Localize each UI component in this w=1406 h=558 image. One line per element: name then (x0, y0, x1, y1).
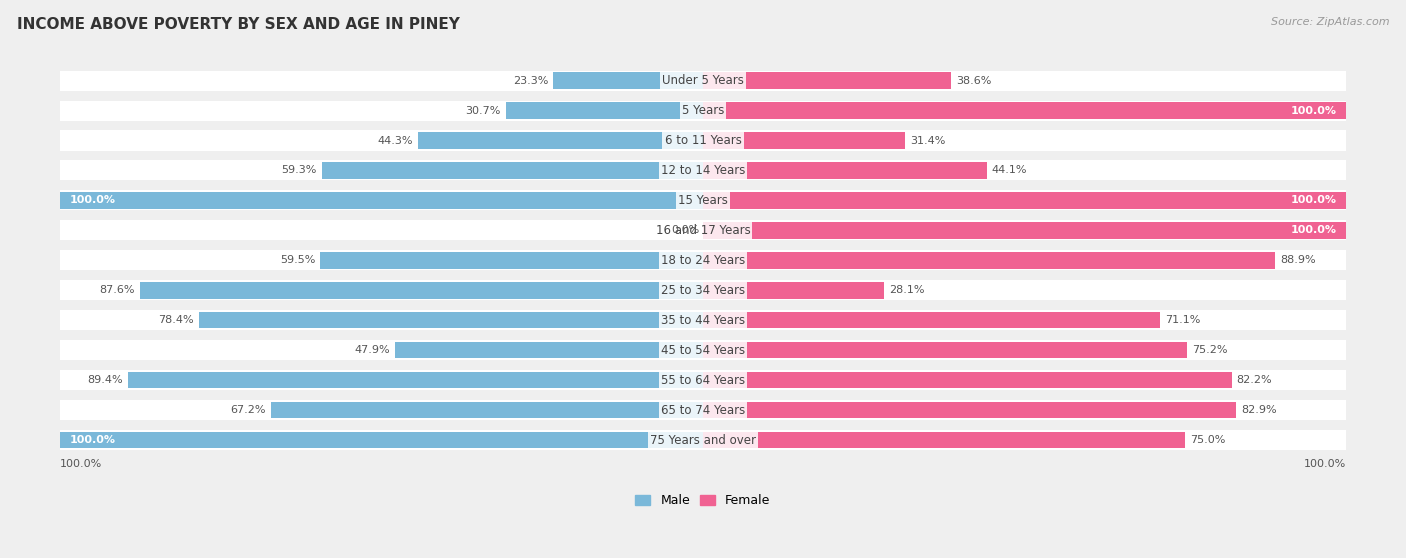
Text: 82.9%: 82.9% (1241, 405, 1277, 415)
Text: 12 to 14 Years: 12 to 14 Years (661, 164, 745, 177)
Bar (703, 222, 1346, 239)
Text: 5 Years: 5 Years (682, 104, 724, 117)
Text: 23.3%: 23.3% (513, 75, 548, 85)
Text: 44.1%: 44.1% (991, 166, 1028, 175)
Text: 82.2%: 82.2% (1237, 375, 1272, 385)
Bar (60, 192, 703, 209)
Bar (60, 100, 1346, 121)
Bar (553, 73, 703, 89)
Bar (271, 402, 703, 418)
Text: 65 to 74 Years: 65 to 74 Years (661, 403, 745, 417)
Bar (60, 70, 1346, 90)
Text: 89.4%: 89.4% (87, 375, 122, 385)
Bar (60, 430, 1346, 450)
Bar (60, 340, 1346, 360)
Bar (321, 252, 703, 268)
Bar (139, 282, 703, 299)
Text: 100.0%: 100.0% (1291, 105, 1336, 116)
Text: 88.9%: 88.9% (1279, 256, 1316, 265)
Bar (60, 400, 1346, 420)
Text: 28.1%: 28.1% (889, 285, 924, 295)
Bar (60, 310, 1346, 330)
Bar (703, 372, 1232, 388)
Text: 100.0%: 100.0% (1291, 225, 1336, 235)
Bar (128, 372, 703, 388)
Text: 78.4%: 78.4% (157, 315, 194, 325)
Bar (703, 282, 884, 299)
Bar (198, 312, 703, 329)
Text: 67.2%: 67.2% (231, 405, 266, 415)
Bar (418, 132, 703, 149)
Text: 59.3%: 59.3% (281, 166, 316, 175)
Text: Source: ZipAtlas.com: Source: ZipAtlas.com (1271, 17, 1389, 27)
Bar (60, 432, 703, 448)
Text: 31.4%: 31.4% (910, 136, 945, 146)
Text: 35 to 44 Years: 35 to 44 Years (661, 314, 745, 327)
Text: 0.0%: 0.0% (672, 225, 700, 235)
Text: 55 to 64 Years: 55 to 64 Years (661, 374, 745, 387)
Bar (703, 132, 905, 149)
Text: 25 to 34 Years: 25 to 34 Years (661, 284, 745, 297)
Bar (703, 162, 987, 179)
Text: 15 Years: 15 Years (678, 194, 728, 207)
Bar (60, 370, 1346, 390)
Text: 45 to 54 Years: 45 to 54 Years (661, 344, 745, 357)
Bar (60, 161, 1346, 180)
Bar (703, 312, 1160, 329)
Text: 16 and 17 Years: 16 and 17 Years (655, 224, 751, 237)
Text: 47.9%: 47.9% (354, 345, 389, 355)
Text: 38.6%: 38.6% (956, 75, 991, 85)
Text: INCOME ABOVE POVERTY BY SEX AND AGE IN PINEY: INCOME ABOVE POVERTY BY SEX AND AGE IN P… (17, 17, 460, 32)
Bar (703, 432, 1185, 448)
Text: Under 5 Years: Under 5 Years (662, 74, 744, 87)
Bar (703, 402, 1236, 418)
Bar (60, 280, 1346, 300)
Bar (703, 102, 1346, 119)
Text: 100.0%: 100.0% (70, 195, 115, 205)
Bar (60, 131, 1346, 151)
Bar (395, 342, 703, 358)
Bar (60, 220, 1346, 240)
Bar (322, 162, 703, 179)
Bar (506, 102, 703, 119)
Text: 100.0%: 100.0% (1303, 459, 1346, 469)
Text: 100.0%: 100.0% (1291, 195, 1336, 205)
Text: 100.0%: 100.0% (60, 459, 103, 469)
Bar (703, 73, 952, 89)
Text: 100.0%: 100.0% (70, 435, 115, 445)
Text: 6 to 11 Years: 6 to 11 Years (665, 134, 741, 147)
Text: 75.0%: 75.0% (1191, 435, 1226, 445)
Bar (703, 252, 1275, 268)
Text: 71.1%: 71.1% (1166, 315, 1201, 325)
Bar (703, 342, 1187, 358)
Text: 75.2%: 75.2% (1192, 345, 1227, 355)
Text: 59.5%: 59.5% (280, 256, 315, 265)
Bar (60, 251, 1346, 271)
Text: 44.3%: 44.3% (378, 136, 413, 146)
Text: 30.7%: 30.7% (465, 105, 501, 116)
Bar (60, 190, 1346, 210)
Legend: Male, Female: Male, Female (630, 489, 776, 512)
Bar (703, 192, 1346, 209)
Text: 75 Years and over: 75 Years and over (650, 434, 756, 446)
Text: 87.6%: 87.6% (98, 285, 135, 295)
Text: 18 to 24 Years: 18 to 24 Years (661, 254, 745, 267)
